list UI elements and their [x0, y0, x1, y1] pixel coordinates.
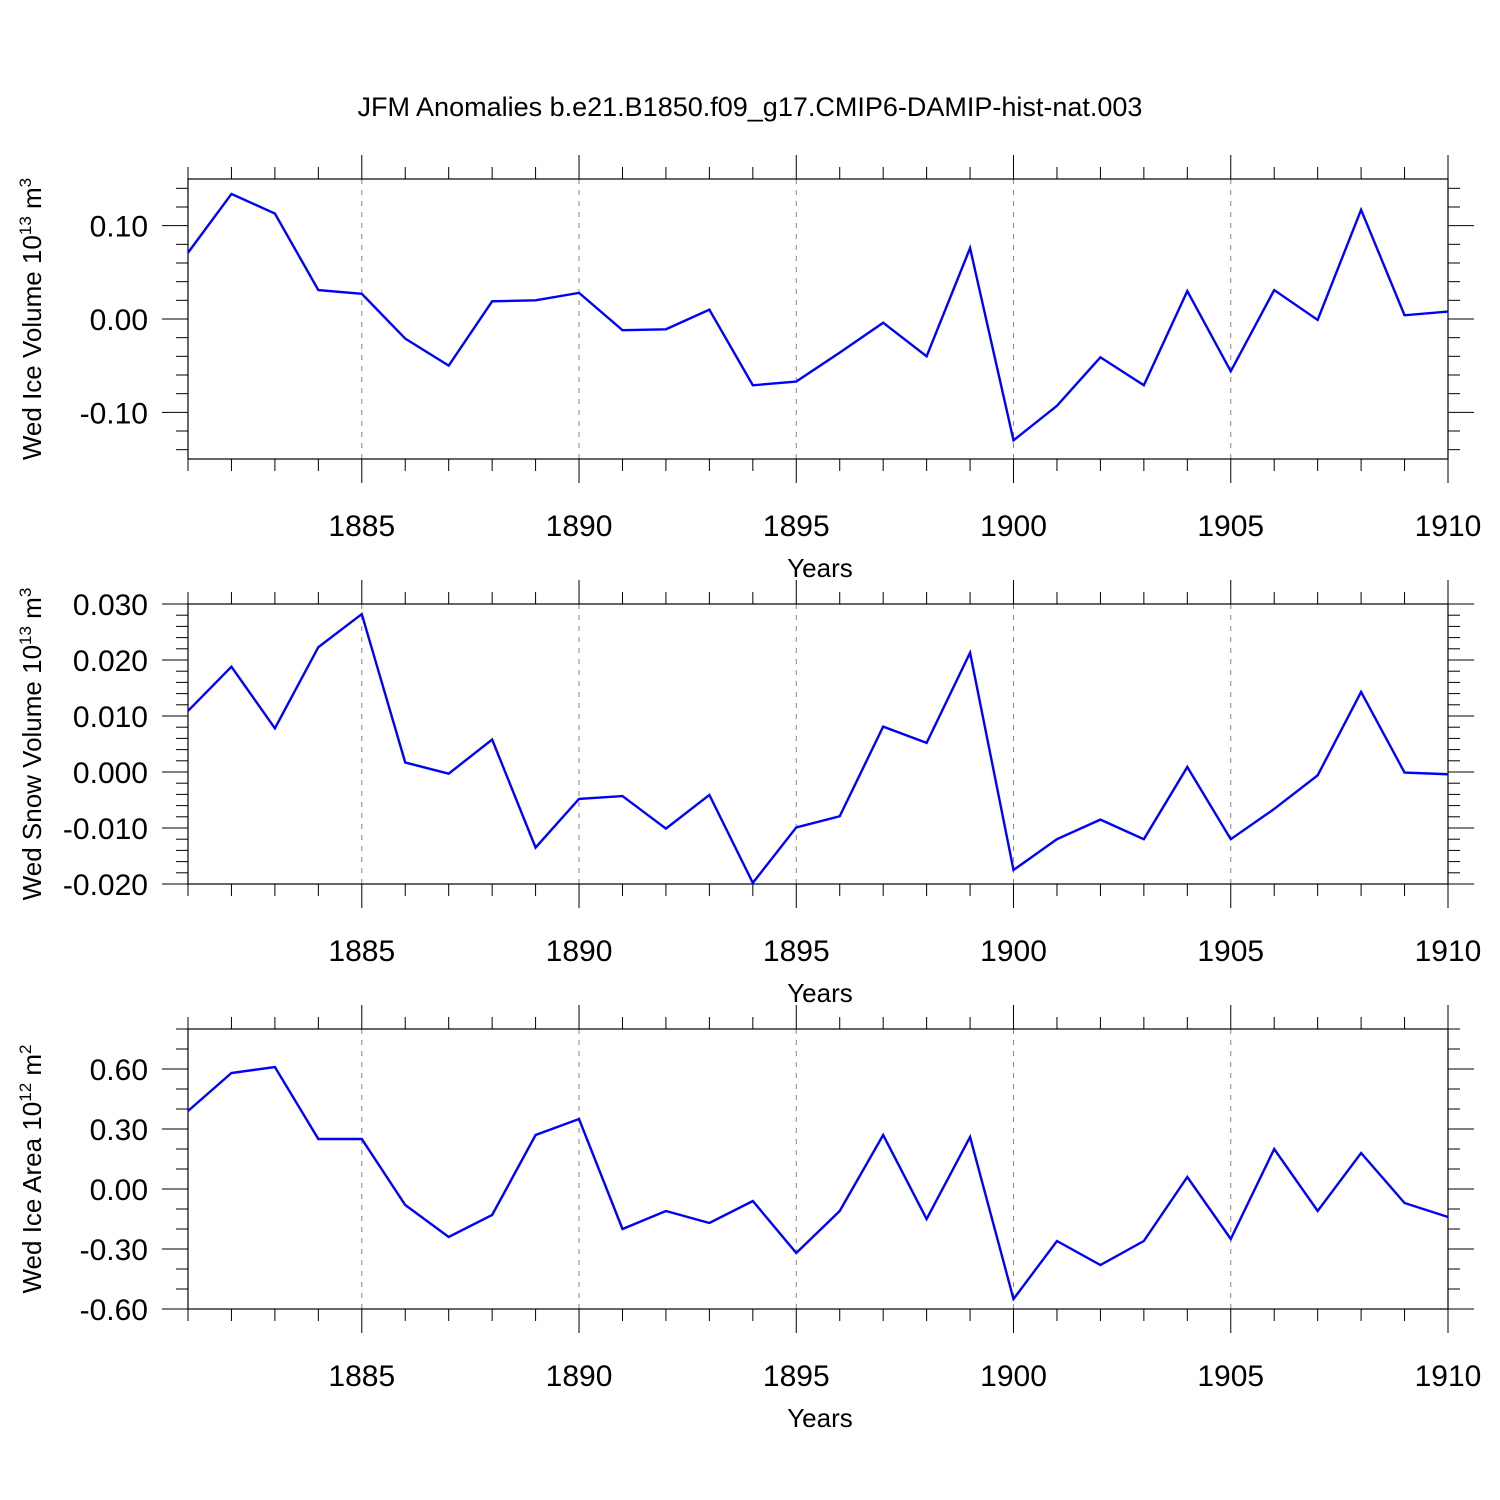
y-axis-label: Wed Ice Volume 1013 m3 [16, 178, 47, 460]
x-tick-label-1885: 1885 [328, 1360, 395, 1393]
y-tick-label: 0.10 [90, 211, 148, 244]
y-axis-label-exponent: 13 [16, 626, 35, 645]
x-tick-label-1890: 1890 [546, 935, 613, 968]
panel-3: 0.60 0.30 0.00 -0.30 -0.60 1885 1890 1895 1900 19… [16, 1005, 1481, 1433]
panel-2: 0.030 0.020 0.010 0.000 -0.010 -0.020 1885 1890… [16, 580, 1481, 1008]
plot-frame [187, 178, 1449, 460]
series-line-1 [187, 1065, 1449, 1302]
plot-frame [187, 603, 1449, 885]
y-tick-label: 0.030 [73, 589, 148, 622]
y-tick-label: 0.60 [90, 1054, 148, 1087]
y-tick-label: -0.60 [80, 1294, 148, 1327]
x-tick-label-1890: 1890 [546, 1360, 613, 1393]
panels: 0.10 0.00 -0.10 1885 1890 1895 1900 1905 1910 Yea… [16, 155, 1481, 1433]
x-tick-label-1905: 1905 [1197, 935, 1264, 968]
x-tick-label-1910: 1910 [1415, 935, 1482, 968]
y-axis-label-unit: m [17, 187, 47, 216]
y-axis-label-unit-exponent: 2 [16, 1044, 35, 1053]
x-tick-label-1895: 1895 [763, 510, 830, 543]
x-tick-label-1900: 1900 [980, 1360, 1047, 1393]
x-tick-label-1910: 1910 [1415, 1360, 1482, 1393]
y-tick-label: 0.000 [73, 757, 148, 790]
figure-title: JFM Anomalies b.e21.B1850.f09_g17.CMIP6-… [358, 92, 1143, 122]
plot-frame [187, 1028, 1449, 1310]
x-axis-label: Years [787, 553, 853, 583]
panel-1: 0.10 0.00 -0.10 1885 1890 1895 1900 1905 1910 Yea… [16, 155, 1481, 583]
y-axis-label-base: Wed Ice Volume 10 [17, 235, 47, 460]
x-tick-label-1905: 1905 [1197, 510, 1264, 543]
y-axis-label: Wed Ice Area 1012 m2 [16, 1044, 47, 1293]
x-tick-label-1895: 1895 [763, 935, 830, 968]
x-axis-label: Years [787, 1403, 853, 1433]
x-tick-label-1900: 1900 [980, 510, 1047, 543]
x-tick-label-1905: 1905 [1197, 1360, 1264, 1393]
y-tick-label: -0.020 [63, 869, 148, 902]
y-tick-label: -0.010 [63, 813, 148, 846]
y-axis-label-base: Wed Ice Area 10 [17, 1102, 47, 1294]
y-tick-label: 0.010 [73, 701, 148, 734]
series-line-1 [187, 192, 1449, 443]
x-tick-label-1885: 1885 [328, 935, 395, 968]
y-tick-label: -0.30 [80, 1234, 148, 1267]
y-axis-label-unit-exponent: 3 [16, 178, 35, 187]
x-tick-label-1885: 1885 [328, 510, 395, 543]
y-axis-label-exponent: 12 [16, 1083, 35, 1102]
y-axis-label-base: Wed Snow Volume 10 [17, 645, 47, 900]
y-axis-label-exponent: 13 [16, 216, 35, 235]
x-axis-label: Years [787, 978, 853, 1008]
y-tick-label: 0.020 [73, 645, 148, 678]
y-axis-label-unit: m [17, 597, 47, 626]
x-tick-label-1895: 1895 [763, 1360, 830, 1393]
y-tick-label: 0.30 [90, 1114, 148, 1147]
y-axis-label: Wed Snow Volume 1013 m3 [16, 588, 47, 901]
y-axis-label-unit: m [17, 1054, 47, 1083]
series-line-1 [187, 612, 1449, 886]
y-tick-label: 0.00 [90, 1174, 148, 1207]
y-tick-label: 0.00 [90, 304, 148, 337]
y-tick-label: -0.10 [80, 397, 148, 430]
x-tick-label-1910: 1910 [1415, 510, 1482, 543]
y-axis-label-unit-exponent: 3 [16, 588, 35, 597]
x-tick-label-1900: 1900 [980, 935, 1047, 968]
x-tick-label-1890: 1890 [546, 510, 613, 543]
